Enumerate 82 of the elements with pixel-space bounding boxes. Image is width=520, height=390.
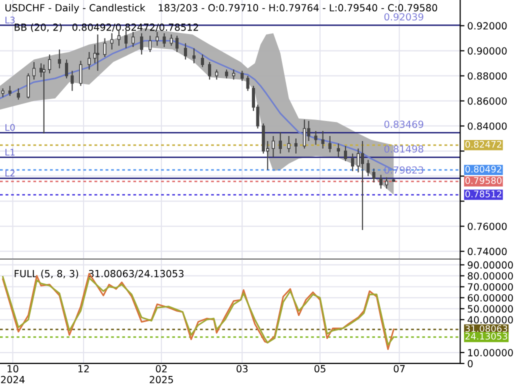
candlestick [372,168,376,183]
candlestick [240,70,244,82]
candlestick [103,38,106,58]
candlestick [294,138,298,154]
annotation: FULL (5, 8, 3) 31.08063/24.13053 [14,270,184,278]
y-tick-label: 0.90000 [468,47,507,55]
candlestick [356,148,360,173]
ref-line-label: L0 [5,124,15,131]
candlestick [215,69,218,80]
candlestick [156,31,159,46]
annotation: 0.83469 [384,120,424,128]
candlestick [278,132,282,154]
candlestick [110,32,114,50]
candlestick [321,130,324,150]
x-tick-label: 02 2025 [150,365,173,384]
x-tick-label: 12 [78,365,89,372]
candlestick [192,48,196,64]
ref-line-label: L1 [5,148,15,156]
x-tick-label: 03 [236,365,248,372]
y-tick-label: 0.76000 [468,222,507,230]
candlestick [65,58,68,79]
candlestick [8,85,12,96]
y-tick-label: 60.00000 [468,294,513,302]
candlestick [200,54,204,68]
y-tick-label: 80.00000 [468,272,513,280]
candlestick [360,140,364,231]
candlestick [162,32,166,48]
ref-line-label: 0.82472 [465,140,502,148]
ref-line-label: 0.79580 [465,177,502,184]
ref-line-label: 31.08063 [465,325,508,332]
y-tick-label: 0.86000 [468,97,507,105]
candlestick [96,34,100,72]
candlestick [48,54,52,74]
chart-title: USDCHF - Daily - Candlestick 183/203 - O:0.79710 - H:0.79764 - L:0.79540 - C:0.79580 [5,4,438,14]
candlestick [132,31,135,48]
candlestick [344,145,348,162]
ref-line-label: L3 [5,16,15,24]
y-tick-label: 40.00000 [468,316,513,324]
y-tick-label: 0.74000 [468,248,507,256]
candlestick [328,135,332,153]
candlestick [246,75,250,92]
ref-line-label: 24.13053 [465,332,508,340]
ref-line-label: L2 [5,170,14,176]
candlestick [58,48,62,69]
ref-line-label: 0.80492 [465,166,502,173]
candlestick [140,32,144,56]
candlestick [366,159,370,177]
candlestick [208,61,212,80]
candlestick [379,174,382,190]
candlestick [32,61,36,80]
y-tick-label: 10.00000 [468,348,513,356]
candlestick [16,88,20,100]
candlestick [175,35,179,53]
candlestick [148,35,152,53]
y-tick-label: 90.00000 [468,261,513,269]
x-tick-label: 05 [314,365,326,372]
candlestick [70,70,74,92]
candlestick [272,135,275,158]
candlestick [184,42,188,60]
candlestick [302,119,306,150]
candlestick [336,142,340,158]
candlestick [232,69,236,80]
x-tick-label: 10 2024 [1,365,25,384]
candlestick [42,64,46,134]
candlestick [385,176,388,190]
candlestick [88,51,91,70]
y-tick-label: 0.84000 [468,122,507,130]
candlestick [79,60,82,86]
y-tick-label: 0 [468,360,473,368]
ref-line-label: 0.78512 [465,190,502,198]
y-tick-label: 70.00000 [468,283,513,291]
annotation: 0.92039 [384,13,424,21]
candlestick [26,72,30,99]
y-tick-label: 0.88000 [468,72,507,80]
candlestick [314,130,318,146]
candlestick [287,135,290,153]
candlestick [124,30,128,49]
candlestick [351,153,354,172]
y-tick-label: 0.92000 [468,22,507,30]
x-tick-label: 07 [394,365,405,372]
candlestick [170,34,173,46]
y-tick-label: 50.00000 [468,305,513,313]
